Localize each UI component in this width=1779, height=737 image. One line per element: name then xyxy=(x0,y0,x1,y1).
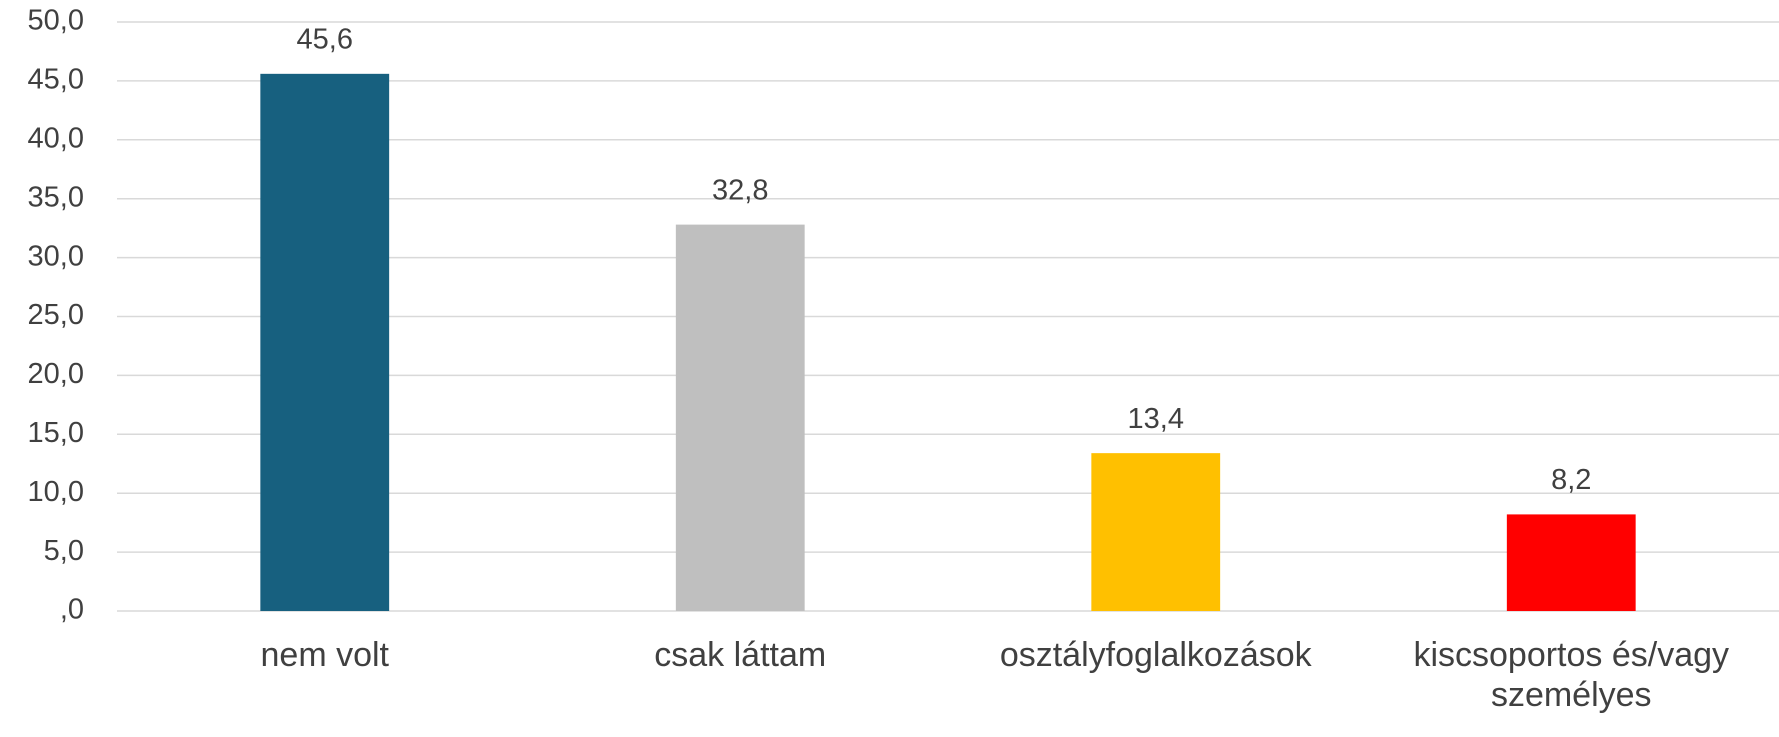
y-tick-label: 10,0 xyxy=(28,476,84,508)
y-tick-label: 30,0 xyxy=(28,240,84,272)
y-tick-label: 25,0 xyxy=(28,299,84,331)
bar xyxy=(260,73,390,611)
x-tick-label: kiscsoportos és/vagy személyes xyxy=(1413,636,1730,714)
bar xyxy=(1506,514,1636,611)
x-tick-label: nem volt xyxy=(260,636,390,674)
y-tick-label: ,0 xyxy=(60,594,84,626)
data-label: 13,4 xyxy=(1128,403,1184,435)
data-label: 45,6 xyxy=(297,23,353,55)
bar xyxy=(675,224,805,611)
y-tick-label: 40,0 xyxy=(28,122,84,154)
data-label: 32,8 xyxy=(712,174,768,206)
y-tick-label: 45,0 xyxy=(28,64,84,96)
y-tick-label: 35,0 xyxy=(28,181,84,213)
y-tick-label: 15,0 xyxy=(28,417,84,449)
y-tick-label: 20,0 xyxy=(28,358,84,390)
x-tick-label: csak láttam xyxy=(654,636,827,674)
bar xyxy=(1091,453,1221,611)
y-tick-label: 50,0 xyxy=(28,5,84,37)
y-tick-label: 5,0 xyxy=(44,535,84,567)
x-tick-label: osztályfoglalkozások xyxy=(999,636,1312,674)
data-label: 8,2 xyxy=(1551,464,1591,496)
